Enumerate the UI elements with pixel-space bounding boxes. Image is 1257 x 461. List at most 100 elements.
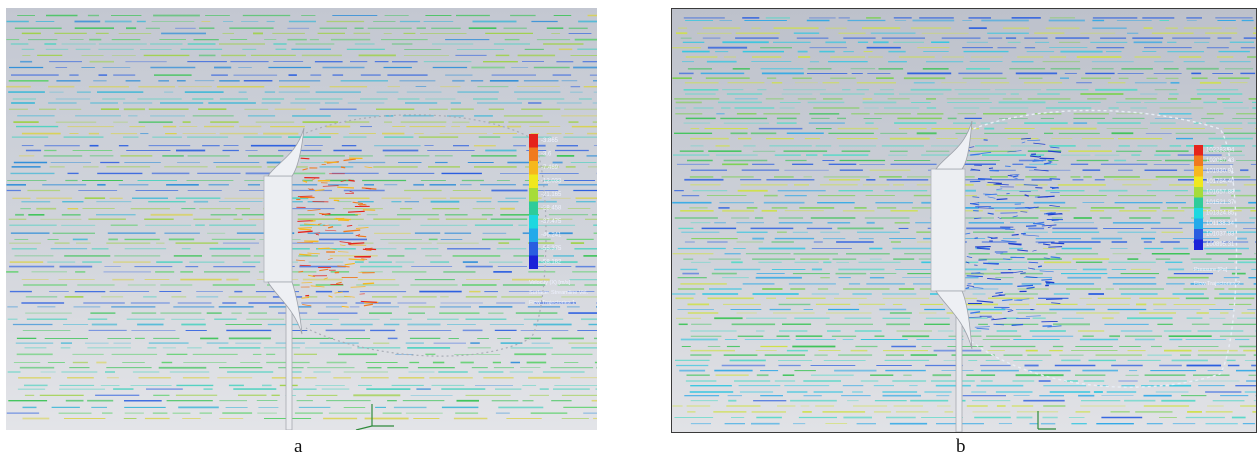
- wake-streak: [1047, 226, 1052, 228]
- wake-streak: [1013, 270, 1024, 274]
- wake-streak: [969, 203, 980, 206]
- wake-streak: [1043, 162, 1052, 165]
- wake-streak: [324, 161, 338, 163]
- wake-streak: [1028, 261, 1039, 264]
- wake-streak: [1024, 194, 1029, 197]
- wake-streak: [996, 198, 1008, 201]
- wake-streak: [295, 259, 306, 262]
- wake-streaks: [964, 137, 1065, 330]
- wake-streak: [980, 247, 990, 250]
- wake-streak: [335, 217, 351, 221]
- wake-streak: [1026, 286, 1035, 290]
- wake-streak: [341, 305, 349, 308]
- legend-swatch: [529, 228, 538, 242]
- wake-streak: [339, 244, 346, 246]
- wake-streak: [988, 167, 994, 170]
- wake-streak: [974, 237, 978, 239]
- wake-streak: [297, 227, 313, 229]
- wake-streak: [1020, 211, 1028, 213]
- wake-streak: [995, 182, 1002, 185]
- wake-streak: [301, 296, 310, 299]
- wake-streak: [339, 241, 352, 244]
- wake-streak: [1041, 224, 1057, 227]
- wake-streak: [987, 182, 1000, 184]
- wake-envelope: [305, 114, 547, 357]
- color-legend: -3.865 -3.6 -7.469 -12.033 -21.165 -28.458 -37…: [529, 134, 588, 306]
- wake-streak: [974, 217, 982, 220]
- legend-label: 101784.40: [1206, 179, 1235, 185]
- legend-swatch: [529, 215, 538, 229]
- legend-label: 101037.83: [1206, 231, 1235, 237]
- wake-streak: [1032, 249, 1037, 252]
- legend-name: Flow Trajectories 1: [529, 300, 575, 306]
- flow-visualization-pressure: 102283.94 102067.43 101930.91 101784.40 1016…: [671, 8, 1257, 433]
- legend-swatch: [529, 242, 538, 256]
- wake-streak: [350, 286, 366, 288]
- legend-label: -58.182: [541, 260, 562, 266]
- panel-caption-a: a: [294, 436, 303, 457]
- wake-streak: [970, 168, 981, 171]
- legend-label: 102283.94: [1206, 147, 1235, 153]
- legend-label: 101521.37: [1206, 200, 1235, 206]
- wake-streak: [977, 178, 992, 180]
- wake-streak: [343, 158, 356, 162]
- wake-streak: [1001, 240, 1017, 243]
- flow-streak-lines: [672, 17, 1256, 425]
- wake-streak: [344, 262, 355, 266]
- wake-streak: [1011, 323, 1024, 326]
- wake-streak: [1041, 278, 1053, 281]
- legend-label: -21.165: [541, 192, 562, 198]
- wake-streak: [1015, 207, 1030, 209]
- wake-streak: [300, 157, 310, 160]
- legend-label: -55.375: [541, 246, 562, 252]
- wake-streak: [1021, 137, 1031, 140]
- wake-streak: [970, 311, 981, 314]
- wake-streak: [297, 220, 314, 222]
- wake-streak: [1051, 302, 1061, 304]
- legend-label: -12.033: [541, 179, 562, 185]
- wake-streak: [299, 264, 311, 267]
- wake-streak: [1007, 174, 1013, 177]
- turbine-hub: [263, 175, 293, 283]
- wake-streak: [1020, 272, 1026, 274]
- wake-streak: [360, 300, 377, 303]
- wake-streak: [1030, 155, 1039, 158]
- legend-label: 100895.31: [1206, 242, 1235, 248]
- wake-streak: [1050, 242, 1065, 245]
- wake-streak: [1028, 267, 1036, 270]
- wake-streak: [1007, 310, 1014, 313]
- wake-streak: [308, 274, 316, 278]
- panel-caption-b: b: [956, 436, 966, 457]
- wake-streak: [364, 248, 377, 251]
- wake-streak: [328, 248, 337, 251]
- legend-label: -3.6: [541, 152, 552, 158]
- wake-streak: [1025, 166, 1037, 169]
- wake-streak: [977, 207, 994, 209]
- wake-streak: [991, 294, 1006, 297]
- wake-streak: [972, 286, 984, 289]
- wake-streak: [355, 227, 369, 229]
- wake-streak: [337, 265, 350, 268]
- wake-streak: [1038, 241, 1055, 244]
- legend-label: 101657.88: [1206, 189, 1235, 195]
- flow-streak-lines: [6, 14, 597, 420]
- wake-streak: [1047, 325, 1062, 328]
- wake-streak: [1048, 246, 1063, 248]
- wake-streak: [352, 201, 363, 205]
- wake-streak: [991, 317, 1007, 321]
- wake-streak: [1037, 195, 1055, 198]
- legend-title: Pressure [Pa]: [1194, 267, 1228, 273]
- wake-streak: [965, 286, 970, 290]
- legend-swatch: [529, 134, 538, 148]
- wake-streak: [987, 236, 996, 239]
- wake-streak: [1007, 150, 1022, 153]
- wake-streak: [1043, 243, 1051, 246]
- legend-label: -7.469: [541, 165, 559, 171]
- flow-trajectories-image-b: 102283.94 102067.43 101930.91 101784.40 1016…: [672, 17, 1256, 432]
- wake-streak: [317, 223, 322, 225]
- legend-label: 101930.91: [1206, 168, 1235, 174]
- wake-streak: [323, 277, 328, 280]
- wake-streak: [1008, 242, 1022, 246]
- wake-streak: [1037, 265, 1043, 268]
- color-legend: 102283.94 102067.43 101930.91 101784.40 1016…: [1194, 145, 1240, 287]
